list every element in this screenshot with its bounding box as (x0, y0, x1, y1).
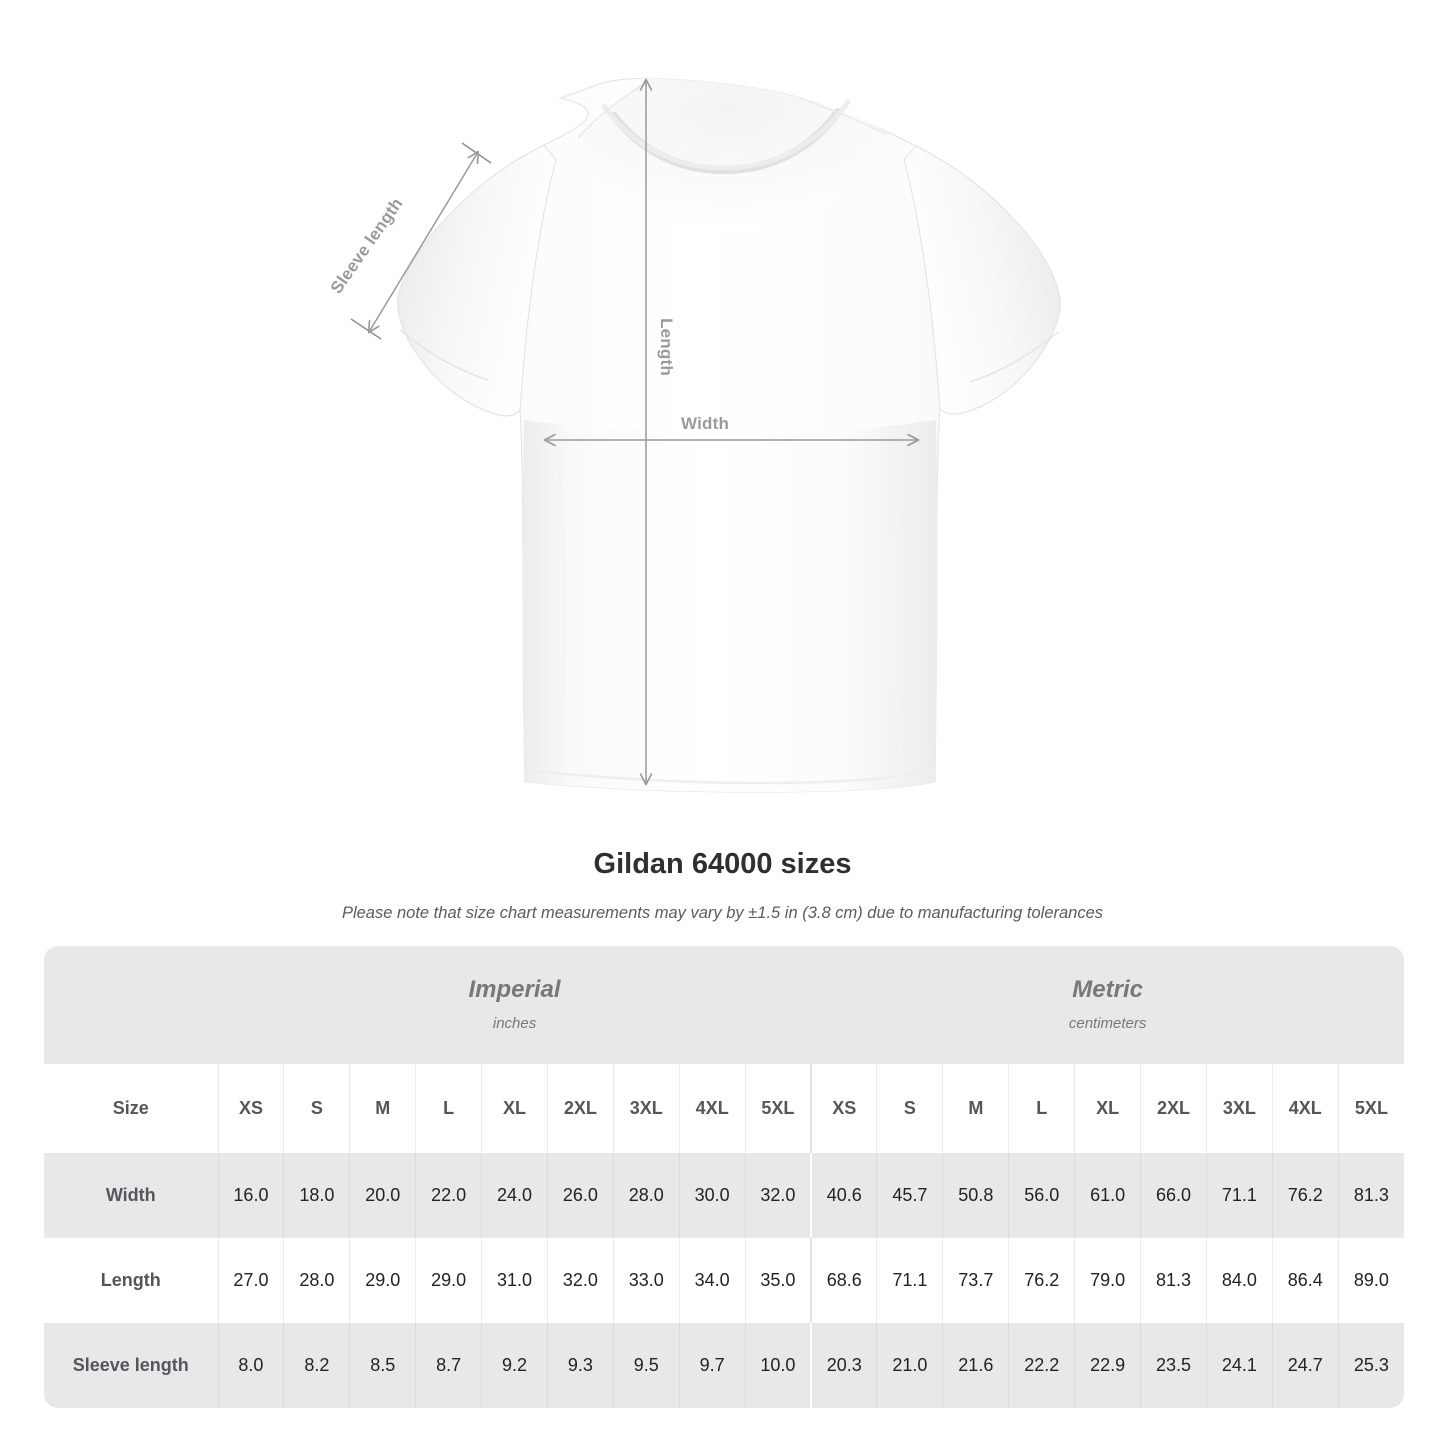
page-title: Gildan 64000 sizes (593, 848, 852, 880)
cell-length-metric-3xl: 84.0 (1205, 1238, 1273, 1323)
cell-width-imperial-xs: 16.0 (217, 1153, 284, 1238)
cell-length-imperial-5xl: 35.0 (744, 1238, 812, 1323)
system-header-imperial: Imperial inches (218, 946, 812, 1064)
column-header-metric-xs: XS (810, 1064, 877, 1153)
column-header-metric-5xl: 5XL (1337, 1064, 1405, 1153)
row-header-width: Width (44, 1153, 218, 1238)
row-header-sleeve-length: Sleeve length (44, 1323, 218, 1408)
cell-length-metric-5xl: 89.0 (1337, 1238, 1405, 1323)
column-header-metric-l: L (1008, 1064, 1075, 1153)
cell-sleeve-length-metric-2xl: 23.5 (1140, 1323, 1207, 1408)
column-header-imperial-m: M (349, 1064, 416, 1153)
system-header-metric: Metric centimeters (811, 946, 1405, 1064)
cell-length-imperial-4xl: 34.0 (678, 1238, 746, 1323)
cell-length-imperial-l: 29.0 (415, 1238, 482, 1323)
table-row: Sleeve length 8.0 8.2 8.5 8.7 9.2 9.3 9.5 9.7 10.… (44, 1323, 1405, 1408)
row-header-length: Length (44, 1238, 218, 1323)
length-label: Length (656, 318, 676, 376)
column-header-metric-2xl: 2XL (1140, 1064, 1207, 1153)
column-header-size: Size (44, 1064, 218, 1153)
column-header-imperial-xs: XS (217, 1064, 284, 1153)
column-header-imperial-3xl: 3XL (612, 1064, 680, 1153)
cell-width-imperial-4xl: 30.0 (678, 1153, 746, 1238)
cell-width-imperial-s: 18.0 (283, 1153, 350, 1238)
cell-length-metric-m: 73.7 (942, 1238, 1009, 1323)
cell-sleeve-length-metric-xl: 22.9 (1074, 1323, 1141, 1408)
cell-length-metric-2xl: 81.3 (1140, 1238, 1207, 1323)
column-header-imperial-l: L (415, 1064, 482, 1153)
system-name: Metric (1072, 976, 1143, 1003)
column-header-imperial-s: S (283, 1064, 350, 1153)
cell-sleeve-length-metric-s: 21.0 (876, 1323, 943, 1408)
cell-sleeve-length-imperial-3xl: 9.5 (612, 1323, 680, 1408)
size-chart-table-wrap: Imperial inches Metric centimeters Size XS S M L… (44, 946, 1405, 1408)
column-header-imperial-4xl: 4XL (678, 1064, 746, 1153)
cell-sleeve-length-metric-3xl: 24.1 (1205, 1323, 1273, 1408)
cell-sleeve-length-imperial-xs: 8.0 (217, 1323, 284, 1408)
cell-length-imperial-xs: 27.0 (217, 1238, 284, 1323)
cell-sleeve-length-imperial-5xl: 10.0 (744, 1323, 812, 1408)
tshirt-illustration (350, 77, 1061, 793)
cell-width-metric-xl: 61.0 (1074, 1153, 1141, 1238)
cell-width-metric-2xl: 66.0 (1140, 1153, 1207, 1238)
cell-sleeve-length-metric-4xl: 24.7 (1271, 1323, 1339, 1408)
cell-width-imperial-2xl: 26.0 (546, 1153, 614, 1238)
cell-length-imperial-xl: 31.0 (481, 1238, 548, 1323)
system-unit: inches (492, 1015, 537, 1032)
cell-width-metric-s: 45.7 (876, 1153, 943, 1238)
cell-width-metric-5xl: 81.3 (1337, 1153, 1405, 1238)
cell-length-metric-xs: 68.6 (810, 1238, 877, 1323)
cell-width-metric-3xl: 71.1 (1205, 1153, 1273, 1238)
column-header-metric-m: M (942, 1064, 1009, 1153)
cell-width-metric-l: 56.0 (1008, 1153, 1075, 1238)
column-header-imperial-xl: XL (481, 1064, 548, 1153)
cell-sleeve-length-imperial-2xl: 9.3 (546, 1323, 614, 1408)
cell-sleeve-length-imperial-s: 8.2 (283, 1323, 350, 1408)
column-header-metric-3xl: 3XL (1205, 1064, 1273, 1153)
system-header-spacer (44, 946, 218, 1064)
cell-sleeve-length-imperial-xl: 9.2 (481, 1323, 548, 1408)
system-header-row: Imperial inches Metric centimeters (44, 946, 1405, 1064)
column-header-imperial-5xl: 5XL (744, 1064, 812, 1153)
table-row: Length 27.0 28.0 29.0 29.0 31.0 32.0 33.0 34.0 35… (44, 1238, 1405, 1323)
cell-width-metric-xs: 40.6 (810, 1153, 877, 1238)
cell-sleeve-length-metric-l: 22.2 (1008, 1323, 1075, 1408)
column-header-metric-s: S (876, 1064, 943, 1153)
tolerance-note: Please note that size chart measurements… (341, 904, 1104, 922)
chart-caption: Gildan 64000 sizes Please note that size… (0, 845, 1445, 924)
cell-length-metric-4xl: 86.4 (1271, 1238, 1339, 1323)
sleeve-length-arrow-icon (350, 142, 492, 340)
cell-length-metric-l: 76.2 (1008, 1238, 1075, 1323)
size-header-row: Size XS S M L XL 2XL 3XL 4XL 5XL XS S M L XL 2XL 3XL 4XL 5… (44, 1064, 1405, 1153)
cell-sleeve-length-metric-5xl: 25.3 (1337, 1323, 1405, 1408)
cell-sleeve-length-imperial-m: 8.5 (349, 1323, 416, 1408)
system-name: Imperial (468, 976, 561, 1003)
cell-length-imperial-m: 29.0 (349, 1238, 416, 1323)
system-unit: centimeters (1068, 1015, 1147, 1032)
cell-length-imperial-2xl: 32.0 (546, 1238, 614, 1323)
tshirt-shape (397, 77, 1061, 793)
column-header-metric-4xl: 4XL (1271, 1064, 1339, 1153)
cell-width-imperial-xl: 24.0 (481, 1153, 548, 1238)
size-chart-table: Imperial inches Metric centimeters Size XS S M L… (44, 946, 1405, 1408)
cell-length-imperial-s: 28.0 (283, 1238, 350, 1323)
cell-width-imperial-3xl: 28.0 (612, 1153, 680, 1238)
width-label: Width (681, 414, 730, 433)
column-header-metric-xl: XL (1074, 1064, 1141, 1153)
cell-width-imperial-l: 22.0 (415, 1153, 482, 1238)
cell-length-imperial-3xl: 33.0 (612, 1238, 680, 1323)
cell-length-metric-xl: 79.0 (1074, 1238, 1141, 1323)
cell-width-metric-m: 50.8 (942, 1153, 1009, 1238)
column-header-imperial-2xl: 2XL (546, 1064, 614, 1153)
cell-width-metric-4xl: 76.2 (1271, 1153, 1339, 1238)
cell-sleeve-length-imperial-l: 8.7 (415, 1323, 482, 1408)
cell-width-imperial-5xl: 32.0 (744, 1153, 812, 1238)
cell-width-imperial-m: 20.0 (349, 1153, 416, 1238)
tshirt-illustration-panel: Sleeve length Length Width (327, 77, 1061, 793)
cell-sleeve-length-metric-xs: 20.3 (810, 1323, 877, 1408)
table-row: Width 16.0 18.0 20.0 22.0 24.0 26.0 28.0 30.0 32.… (44, 1153, 1405, 1238)
cell-sleeve-length-imperial-4xl: 9.7 (678, 1323, 746, 1408)
cell-sleeve-length-metric-m: 21.6 (942, 1323, 1009, 1408)
cell-length-metric-s: 71.1 (876, 1238, 943, 1323)
